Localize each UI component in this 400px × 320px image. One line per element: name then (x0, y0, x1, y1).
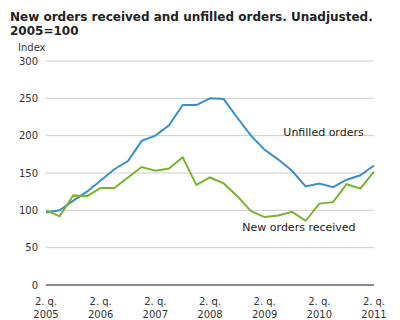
svg-text:2. q.2010: 2. q.2010 (307, 296, 332, 320)
svg-text:100: 100 (19, 205, 38, 216)
svg-text:50: 50 (25, 242, 38, 253)
svg-text:2. q.2007: 2. q.2007 (143, 296, 168, 320)
svg-text:2. q.2006: 2. q.2006 (88, 296, 113, 320)
html-text:Index: Index (18, 42, 46, 53)
html-text:New orders received and unfill: New orders received and unfilled orders.… (10, 10, 373, 38)
svg-text:0: 0 (32, 280, 38, 291)
svg-text:250: 250 (19, 93, 38, 104)
svg-text:2. q.2008: 2. q.2008 (197, 296, 222, 320)
svg-text:300: 300 (19, 56, 38, 67)
svg-text:150: 150 (19, 168, 38, 179)
svg-text:200: 200 (19, 130, 38, 141)
svg-text:New orders received: New orders received (242, 221, 355, 234)
svg-text:2. q.2009: 2. q.2009 (252, 296, 277, 320)
svg-text:2. q.2011: 2. q.2011 (361, 296, 386, 320)
svg-text:Unfilled orders: Unfilled orders (283, 126, 364, 139)
svg-text:2. q.2005: 2. q.2005 (33, 296, 58, 320)
